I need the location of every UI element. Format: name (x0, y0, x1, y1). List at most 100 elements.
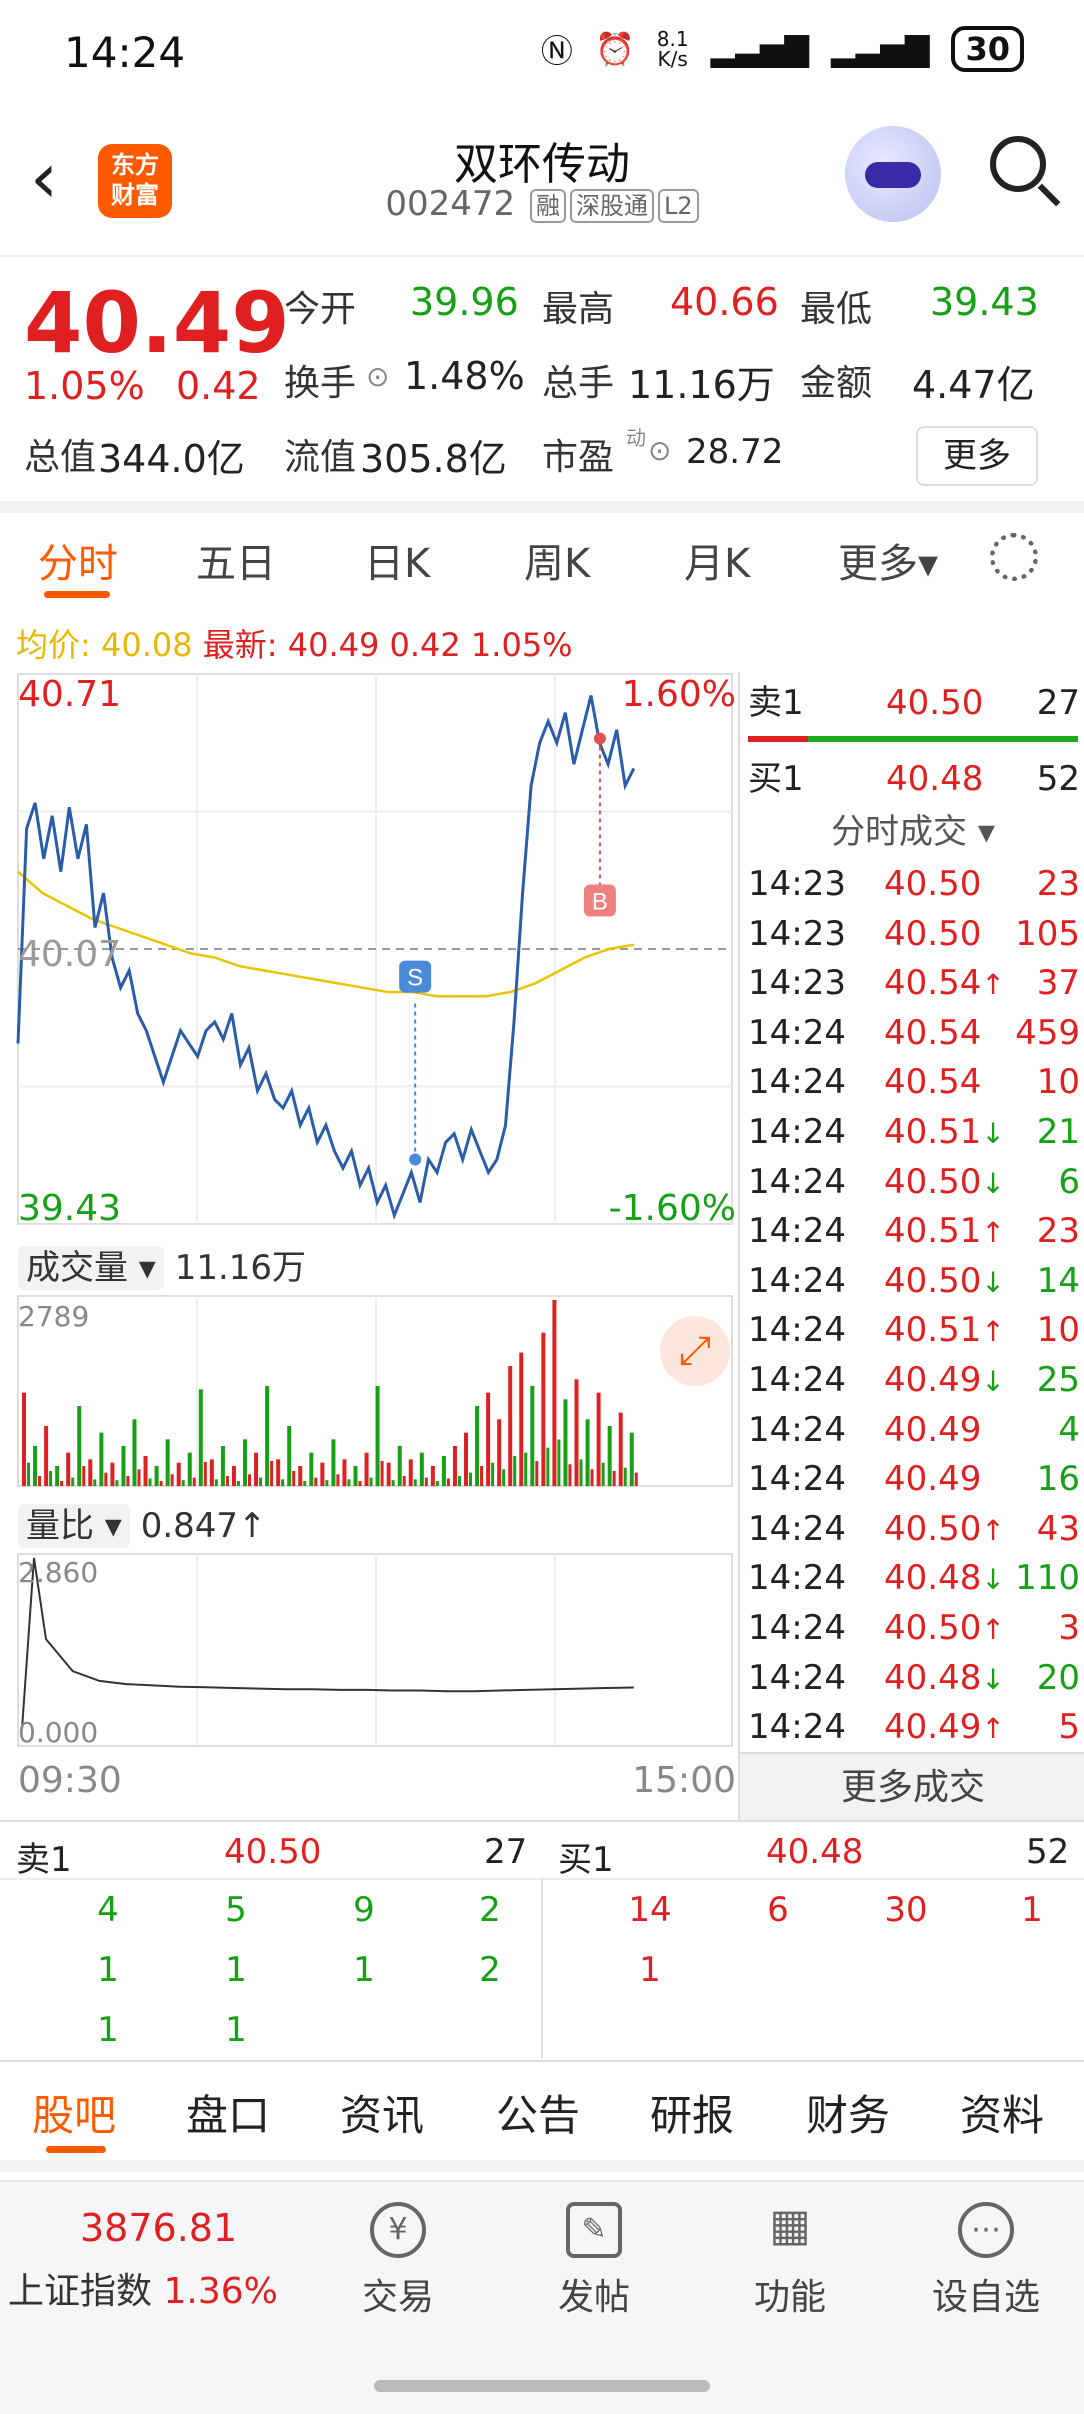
volume-bar (491, 1462, 495, 1486)
trade-time: 14:24 (748, 1707, 846, 1748)
volume-bar (596, 1392, 601, 1486)
tab-forum[interactable]: 股吧 (32, 2091, 117, 2140)
trade-price: 40.50↑ (884, 1608, 1005, 1648)
volume-bar (480, 1465, 484, 1486)
tab-orderbook[interactable]: 盘口 (186, 2091, 271, 2140)
volume-bar (276, 1459, 281, 1486)
queue-order: 1 (97, 2010, 119, 2050)
tab-more[interactable]: 更多▾ (838, 541, 939, 587)
volume-bar (397, 1445, 402, 1486)
trades-title[interactable]: 分时成交 ▾ (831, 812, 995, 852)
volume-bar (49, 1470, 53, 1486)
tab-five-day[interactable]: 五日 (196, 541, 276, 587)
volume-bar (82, 1465, 86, 1486)
volume-bar (231, 1465, 236, 1486)
tab-intraday[interactable]: 分时 (38, 541, 118, 587)
volume-bar (574, 1379, 579, 1486)
volume-indicator[interactable]: 成交量 ▾ 11.16万 (18, 1240, 306, 1290)
index-name-row[interactable]: 上证指数 1.36% (8, 2271, 278, 2312)
ratio-min-label: 0.000 (18, 1716, 99, 1749)
trades-list[interactable]: 14:23 40.50 23 14:23 40.50 105 14:23 40.54↑ 37 14… (740, 860, 1084, 1750)
tab-finance[interactable]: 财务 (806, 2091, 891, 2140)
queue-order: 1 (353, 1950, 375, 1990)
more-quote-button[interactable]: 更多 (916, 426, 1038, 486)
tab-profile[interactable]: 资料 (960, 2091, 1045, 2140)
trade-qty: 14 (1036, 1260, 1080, 1301)
ratio-selector[interactable]: 量比 ▾ (18, 1504, 130, 1548)
functions-button[interactable]: ▦ 功能 (753, 2200, 826, 2319)
queue-order: 6 (767, 1890, 789, 1930)
sell-queue: 4 5 9 2 1 1 1 2 1 1 (0, 1878, 540, 2058)
volume-bar (612, 1470, 616, 1486)
back-icon[interactable]: ‹ (30, 137, 58, 219)
post-button[interactable]: ✎ 发帖 (534, 2202, 654, 2320)
order-book: 卖1 40.50 27 买1 40.48 52 4 5 9 2 1 1 1 2 1 1 14 6 30… (0, 1820, 1084, 2062)
trade-qty: 3 (1058, 1608, 1080, 1648)
status-icons: Ⓝ ⏰ 8.1 K/s ▂▃▅▇ ▂▃▅▇ 30 (541, 26, 1024, 72)
volume-bar (209, 1459, 214, 1486)
search-icon[interactable] (990, 136, 1046, 192)
expand-icon[interactable]: ⤢ (660, 1316, 730, 1386)
volume-bar (27, 1462, 30, 1486)
x-end-label: 15:00 (632, 1760, 736, 1801)
tab-announcements[interactable]: 公告 (496, 2091, 581, 2140)
tab-daily-k[interactable]: 日K (364, 541, 431, 587)
trade-qty: 105 (1015, 913, 1080, 954)
tab-news[interactable]: 资讯 (340, 2091, 425, 2140)
trade-row: 14:24 40.48↓ 110 (748, 1554, 1080, 1604)
trade-button[interactable]: ¥ 交易 (338, 2202, 458, 2320)
volume-bar (568, 1464, 572, 1486)
gear-icon[interactable] (990, 533, 1038, 581)
pe-info-icon[interactable]: ⊙ (648, 434, 672, 467)
tab-research[interactable]: 研报 (650, 2091, 735, 2140)
tab-monthly-k[interactable]: 月K (684, 541, 751, 587)
trade-row: 14:24 40.51↑ 10 (748, 1306, 1080, 1356)
trade-row: 14:23 40.50 105 (748, 910, 1080, 960)
open-value: 39.96 (410, 280, 519, 324)
volume-bar (563, 1399, 568, 1486)
ratio-indicator[interactable]: 量比 ▾ 0.847↑ (18, 1498, 267, 1548)
battery-icon: 30 (951, 26, 1024, 72)
price-line (16, 695, 636, 1221)
queue-order: 30 (884, 1890, 928, 1930)
book-sell-price: 40.50 (224, 1832, 322, 1872)
trade-price: 40.50↑ (884, 1508, 1005, 1549)
volume-bar (618, 1412, 623, 1486)
volume-selector[interactable]: 成交量 ▾ (18, 1246, 164, 1290)
volume-bar (607, 1425, 612, 1486)
index-value[interactable]: 3876.81 (80, 2206, 238, 2250)
panel-buy1: 买1 40.48 52 (748, 759, 1080, 799)
trade-time: 14:24 (748, 1558, 846, 1599)
forum-tab-indicator (46, 2146, 106, 2153)
volume-bar (419, 1452, 424, 1486)
trade-qty: 6 (1058, 1161, 1080, 1202)
more-trades-button[interactable]: 更多成交 (740, 1752, 1084, 1822)
volume-bar (369, 1477, 373, 1486)
turnover-info-icon[interactable]: ⊙ (366, 360, 390, 393)
volume-bar (104, 1472, 108, 1486)
trade-row: 14:24 40.54 459 (748, 1009, 1080, 1059)
bottom-action-bar: 3876.81 上证指数 1.36% ¥ 交易 ✎ 发帖 ▦ 功能 ⋯ 设自选 (0, 2180, 1084, 2414)
tab-weekly-k[interactable]: 周K (524, 541, 591, 587)
volume-bar (154, 1465, 159, 1486)
volume-bar (170, 1474, 174, 1486)
amount-value: 4.47亿 (912, 363, 1035, 407)
trade-qty: 25 (1036, 1360, 1080, 1400)
trade-row: 14:24 40.50↓ 6 (748, 1158, 1080, 1208)
book-sell-qty: 27 (484, 1832, 528, 1872)
bottom-tabs: 股吧 盘口 资讯 公告 研报 财务 资料 (0, 2060, 1084, 2172)
volume-bar (413, 1479, 417, 1486)
volume-bar (435, 1480, 439, 1486)
amount-label: 金额 (800, 363, 873, 404)
home-indicator[interactable] (374, 2380, 710, 2392)
assistant-robot-icon[interactable] (845, 126, 941, 222)
signal2-icon: ▂▃▅▇ (831, 30, 930, 68)
add-watchlist-button[interactable]: ⋯ 设自选 (926, 2202, 1046, 2320)
ratio-max-label: 2.860 (18, 1556, 99, 1589)
trade-price: 40.50 (884, 913, 982, 954)
volume-bar (347, 1479, 351, 1486)
volume-bar (38, 1475, 42, 1486)
volume-bar (243, 1439, 248, 1486)
trade-price: 40.51↑ (884, 1211, 1005, 1252)
